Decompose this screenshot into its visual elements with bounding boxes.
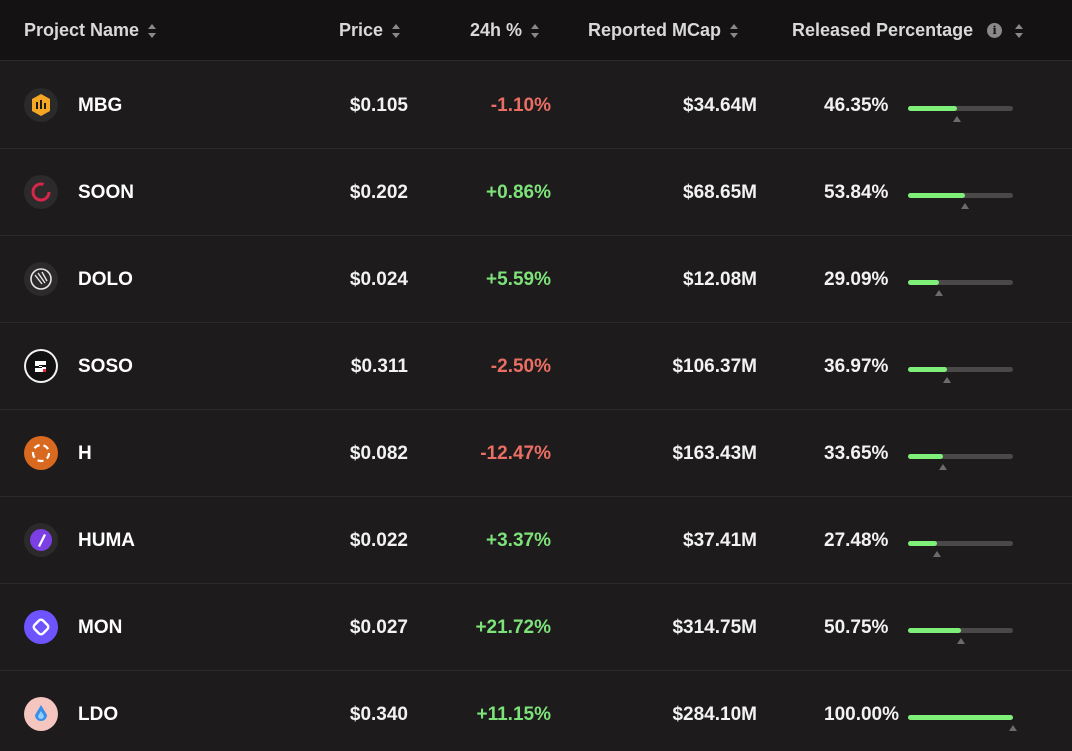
reported-mcap-value: $37.41M bbox=[683, 529, 757, 551]
change-24h-value: +3.37% bbox=[486, 529, 551, 551]
released-progress-fill bbox=[908, 106, 957, 111]
released-progress-bar bbox=[908, 367, 1013, 383]
table-row[interactable]: MBG $0.105 -1.10% $34.64M 46.35% bbox=[0, 62, 1072, 149]
progress-marker-icon bbox=[957, 638, 966, 644]
dolo-logo-icon bbox=[24, 262, 58, 296]
released-progress-fill bbox=[908, 280, 939, 285]
progress-marker-icon bbox=[1009, 725, 1017, 731]
table-row[interactable]: SOON $0.202 +0.86% $68.65M 53.84% bbox=[0, 149, 1072, 236]
released-percentage-value: 29.09% bbox=[824, 268, 889, 290]
price-value: $0.022 bbox=[349, 529, 408, 551]
table-row[interactable]: SOSO $0.311 -2.50% $106.37M 36.97% bbox=[0, 323, 1072, 410]
table-row[interactable]: H $0.082 -12.47% $163.43M 33.65% bbox=[0, 410, 1072, 497]
table-row[interactable]: DOLO $0.024 +5.59% $12.08M 29.09% bbox=[0, 236, 1072, 323]
released-progress-fill bbox=[908, 541, 937, 546]
price-value: $0.202 bbox=[349, 181, 408, 203]
released-progress-fill bbox=[908, 367, 947, 372]
released-progress-bar bbox=[908, 454, 1013, 470]
project-name[interactable]: MBG bbox=[78, 94, 123, 116]
reported-mcap-value: $12.08M bbox=[683, 268, 757, 290]
sort-icon[interactable] bbox=[1014, 22, 1024, 40]
project-name[interactable]: SOSO bbox=[78, 355, 133, 377]
project-name[interactable]: DOLO bbox=[78, 268, 133, 290]
released-progress-fill bbox=[908, 628, 962, 633]
change-24h-value: +5.59% bbox=[486, 268, 551, 290]
progress-marker-icon bbox=[934, 290, 943, 296]
progress-marker-icon bbox=[932, 551, 941, 557]
soon-logo-icon bbox=[24, 175, 58, 209]
price-value: $0.027 bbox=[349, 616, 408, 638]
table-header: Project Name Price 24h % Reported MCap R… bbox=[0, 0, 1072, 61]
released-progress-fill bbox=[908, 715, 1013, 720]
project-name[interactable]: SOON bbox=[78, 181, 134, 203]
price-value: $0.105 bbox=[349, 94, 408, 116]
reported-mcap-value: $163.43M bbox=[672, 442, 757, 464]
table-row[interactable]: LDO $0.340 +11.15% $284.10M 100.00% bbox=[0, 671, 1072, 751]
sort-icon[interactable] bbox=[391, 22, 401, 40]
released-progress-fill bbox=[908, 193, 965, 198]
mon-logo-icon bbox=[24, 610, 58, 644]
project-name[interactable]: H bbox=[78, 442, 92, 464]
progress-marker-icon bbox=[942, 377, 951, 383]
released-percentage-value: 33.65% bbox=[824, 442, 889, 464]
project-name[interactable]: MON bbox=[78, 616, 123, 638]
released-percentage-value: 100.00% bbox=[824, 703, 900, 725]
info-icon[interactable]: i bbox=[987, 23, 1003, 38]
released-percentage-value: 36.97% bbox=[824, 355, 889, 377]
price-value: $0.340 bbox=[349, 703, 408, 725]
reported-mcap-value: $68.65M bbox=[683, 181, 757, 203]
huma-logo-icon bbox=[24, 523, 58, 557]
table-row[interactable]: MON $0.027 +21.72% $314.75M 50.75% bbox=[0, 584, 1072, 671]
reported-mcap-value: $284.10M bbox=[672, 703, 757, 725]
released-progress-bar bbox=[908, 715, 1017, 731]
sort-icon[interactable] bbox=[530, 22, 540, 40]
sort-icon[interactable] bbox=[147, 22, 157, 40]
reported-mcap-value: $314.75M bbox=[672, 616, 757, 638]
progress-marker-icon bbox=[939, 464, 948, 470]
change-24h-value: -12.47% bbox=[480, 442, 551, 464]
change-24h-value: -1.10% bbox=[490, 94, 551, 116]
released-progress-bar bbox=[908, 628, 1013, 644]
released-progress-bar bbox=[908, 280, 1013, 296]
released-progress-bar bbox=[908, 106, 1013, 122]
reported-mcap-value: $106.37M bbox=[672, 355, 757, 377]
released-percentage-value: 53.84% bbox=[824, 181, 889, 203]
table-row[interactable]: HUMA $0.022 +3.37% $37.41M 27.48% bbox=[0, 497, 1072, 584]
released-percentage-value: 27.48% bbox=[824, 529, 889, 551]
progress-marker-icon bbox=[960, 203, 969, 209]
ldo-logo-icon bbox=[24, 697, 58, 731]
column-header-project-name[interactable]: Project Name bbox=[24, 0, 157, 61]
soso-logo-icon bbox=[24, 349, 58, 383]
released-progress-bar bbox=[908, 541, 1013, 557]
change-24h-value: +21.72% bbox=[475, 616, 551, 638]
released-percentage-value: 50.75% bbox=[824, 616, 889, 638]
reported-mcap-value: $34.64M bbox=[683, 94, 757, 116]
project-name[interactable]: LDO bbox=[78, 703, 119, 725]
price-value: $0.024 bbox=[349, 268, 408, 290]
column-header-price[interactable]: Price bbox=[339, 0, 401, 61]
price-value: $0.311 bbox=[350, 355, 408, 377]
column-header-24h[interactable]: 24h % bbox=[470, 0, 540, 61]
change-24h-value: +0.86% bbox=[486, 181, 551, 203]
price-value: $0.082 bbox=[349, 442, 408, 464]
h-logo-icon bbox=[24, 436, 58, 470]
released-progress-fill bbox=[908, 454, 944, 459]
mbg-logo-icon bbox=[24, 88, 58, 122]
column-header-reported-mcap[interactable]: Reported MCap bbox=[588, 0, 739, 61]
change-24h-value: -2.50% bbox=[490, 355, 551, 377]
released-percentage-value: 46.35% bbox=[824, 94, 889, 116]
column-header-released-percentage[interactable]: Released Percentage i bbox=[792, 0, 1024, 61]
sort-icon[interactable] bbox=[729, 22, 739, 40]
released-progress-bar bbox=[908, 193, 1013, 209]
project-name[interactable]: HUMA bbox=[78, 529, 135, 551]
progress-marker-icon bbox=[952, 116, 961, 122]
change-24h-value: +11.15% bbox=[476, 703, 552, 725]
